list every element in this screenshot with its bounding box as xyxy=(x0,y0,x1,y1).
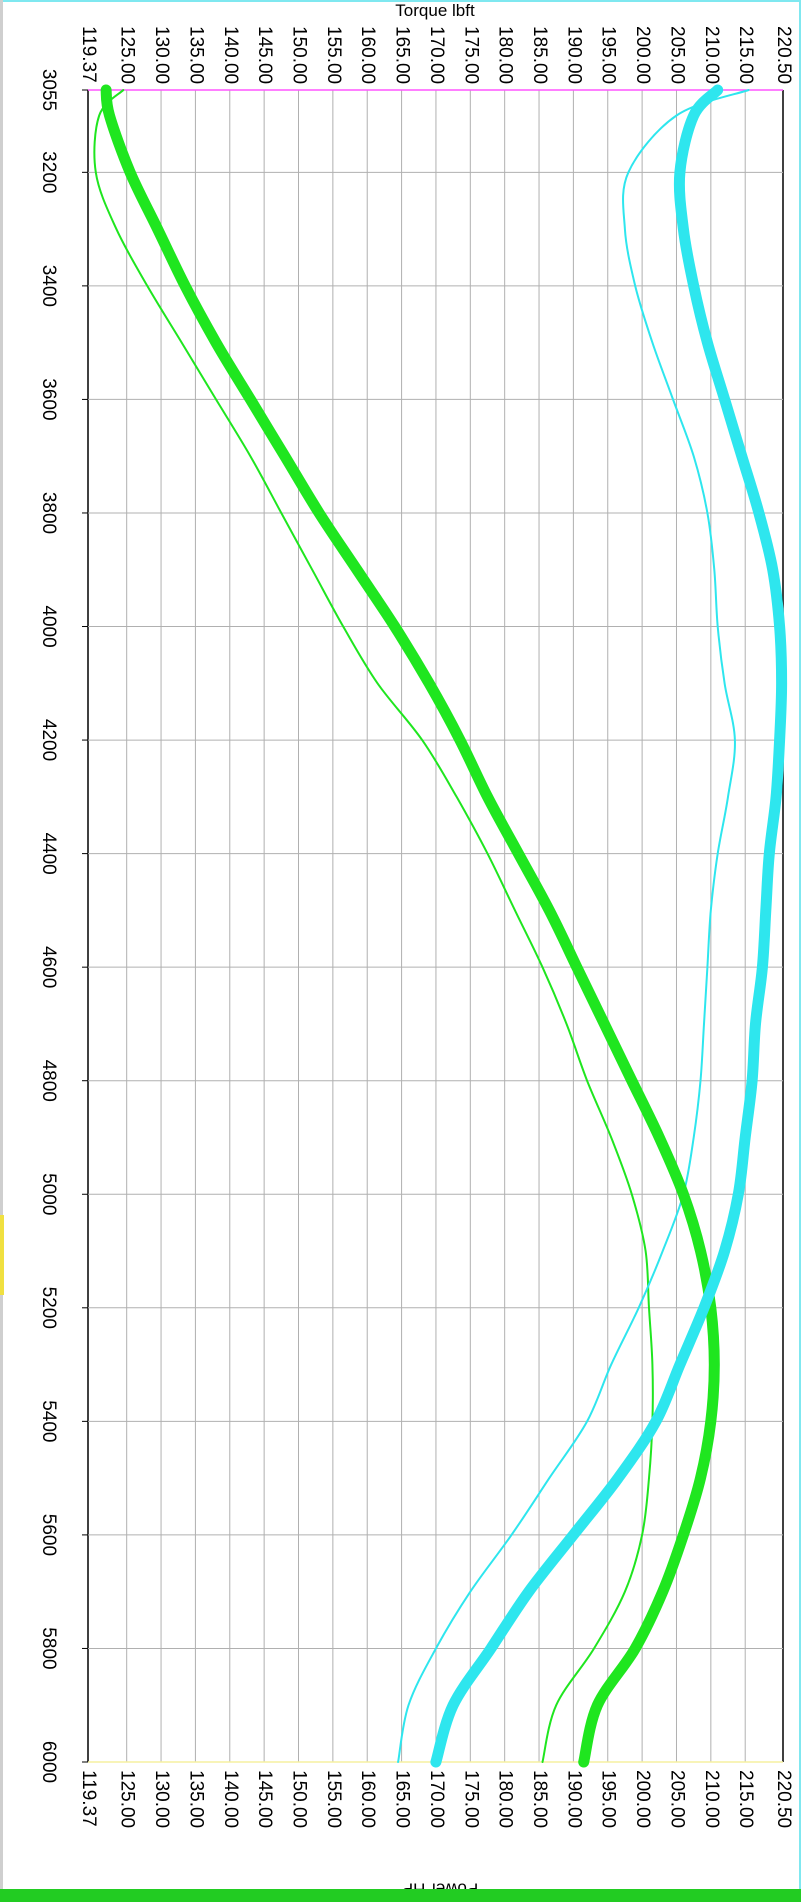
torque-tick-label: 150.00 xyxy=(288,26,309,84)
rpm-tick-label: 4200 xyxy=(38,719,59,761)
power-tick-label: 220.50 xyxy=(773,1770,794,1828)
rpm-tick-label: 5200 xyxy=(38,1287,59,1329)
torque-tick-label: 185.00 xyxy=(529,26,550,84)
rpm-tick-label: 4400 xyxy=(38,832,59,874)
torque-tick-label: 195.00 xyxy=(598,26,619,84)
grid-layer xyxy=(82,89,784,1763)
rpm-tick-label: 3200 xyxy=(38,151,59,193)
torque-tick-label: 210.00 xyxy=(701,26,722,84)
rpm-tick-label: 4600 xyxy=(38,946,59,988)
torque-tick-label: 190.00 xyxy=(563,26,584,84)
power-tick-label: 119.37 xyxy=(78,1770,99,1827)
power-tick-label: 150.00 xyxy=(288,1770,309,1828)
left-edge-strip xyxy=(0,0,3,1902)
torque-tick-label: 205.00 xyxy=(666,26,687,84)
torque-tick-label: 180.00 xyxy=(495,26,516,84)
green-thin-series-line xyxy=(93,89,654,1763)
label-layer: 3055 3200 3400 3600 3800 4000 4200 4400 4600 4800… xyxy=(38,26,794,1828)
power-tick-label: 180.00 xyxy=(495,1770,516,1828)
rpm-tick-label: 4000 xyxy=(38,605,59,647)
rpm-tick-label: 4800 xyxy=(38,1060,59,1102)
torque-tick-label: 200.00 xyxy=(632,26,653,84)
power-tick-label: 160.00 xyxy=(357,1770,378,1828)
left-yellow-marker xyxy=(0,1215,4,1295)
bottom-green-strip xyxy=(0,1889,801,1902)
torque-tick-label: 220.50 xyxy=(773,26,794,84)
power-tick-label: 195.00 xyxy=(598,1770,619,1828)
torque-tick-label: 175.00 xyxy=(460,26,481,84)
power-tick-label: 205.00 xyxy=(666,1770,687,1828)
power-tick-label: 170.00 xyxy=(426,1770,447,1828)
rpm-tick-label: 3400 xyxy=(38,265,59,307)
cyan-thin-series-line xyxy=(397,89,750,1763)
power-tick-label: 130.00 xyxy=(151,1770,172,1828)
torque-tick-label: 119.37 xyxy=(78,26,99,83)
power-tick-label: 190.00 xyxy=(563,1770,584,1828)
power-tick-label: 140.00 xyxy=(220,1770,241,1828)
power-tick-label: 165.00 xyxy=(392,1770,413,1828)
torque-tick-label: 125.00 xyxy=(117,26,138,84)
torque-tick-label: 165.00 xyxy=(392,26,413,84)
power-tick-label: 125.00 xyxy=(117,1770,138,1828)
torque-tick-label: 170.00 xyxy=(426,26,447,84)
rpm-tick-label: 3600 xyxy=(38,378,59,420)
power-tick-label: 185.00 xyxy=(529,1770,550,1828)
torque-tick-label: 155.00 xyxy=(323,26,344,84)
torque-tick-label: 145.00 xyxy=(254,26,275,84)
power-tick-label: 215.00 xyxy=(735,1770,756,1828)
green-thick-series-line xyxy=(100,84,720,1768)
top-axis-title: Torque lbft xyxy=(395,1,475,20)
rpm-tick-label: 5600 xyxy=(38,1514,59,1556)
series-layer xyxy=(93,84,788,1768)
power-tick-label: 135.00 xyxy=(185,1770,206,1828)
rpm-tick-label: 5800 xyxy=(38,1627,59,1669)
power-tick-label: 175.00 xyxy=(460,1770,481,1828)
power-tick-label: 155.00 xyxy=(323,1770,344,1828)
torque-tick-label: 215.00 xyxy=(735,26,756,84)
rpm-tick-label: 3055 xyxy=(38,69,59,111)
cyan-thick-series-line xyxy=(430,84,788,1768)
torque-tick-label: 160.00 xyxy=(357,26,378,84)
torque-tick-label: 135.00 xyxy=(185,26,206,84)
rpm-tick-label: 5400 xyxy=(38,1400,59,1442)
power-tick-label: 200.00 xyxy=(632,1770,653,1828)
rpm-tick-label: 5000 xyxy=(38,1173,59,1215)
rpm-tick-label: 6000 xyxy=(38,1741,59,1783)
torque-tick-label: 130.00 xyxy=(151,26,172,84)
power-tick-label: 210.00 xyxy=(701,1770,722,1828)
rpm-tick-label: 3800 xyxy=(38,492,59,534)
power-tick-label: 145.00 xyxy=(254,1770,275,1828)
torque-tick-label: 140.00 xyxy=(220,26,241,84)
